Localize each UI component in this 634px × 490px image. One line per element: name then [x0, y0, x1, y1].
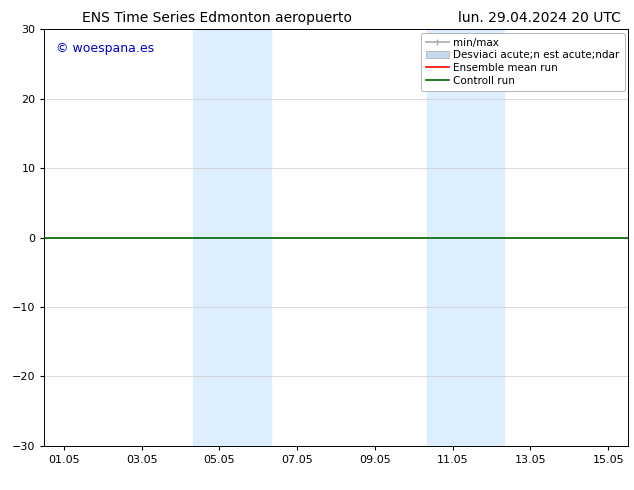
Text: ENS Time Series Edmonton aeropuerto: ENS Time Series Edmonton aeropuerto: [82, 11, 353, 25]
Bar: [193, 29, 271, 446]
Legend: min/max, Desviaci acute;n est acute;ndar, Ensemble mean run, Controll run: min/max, Desviaci acute;n est acute;ndar…: [421, 32, 624, 91]
Bar: [427, 29, 505, 446]
Text: © woespana.es: © woespana.es: [56, 42, 154, 55]
Text: lun. 29.04.2024 20 UTC: lun. 29.04.2024 20 UTC: [458, 11, 621, 25]
